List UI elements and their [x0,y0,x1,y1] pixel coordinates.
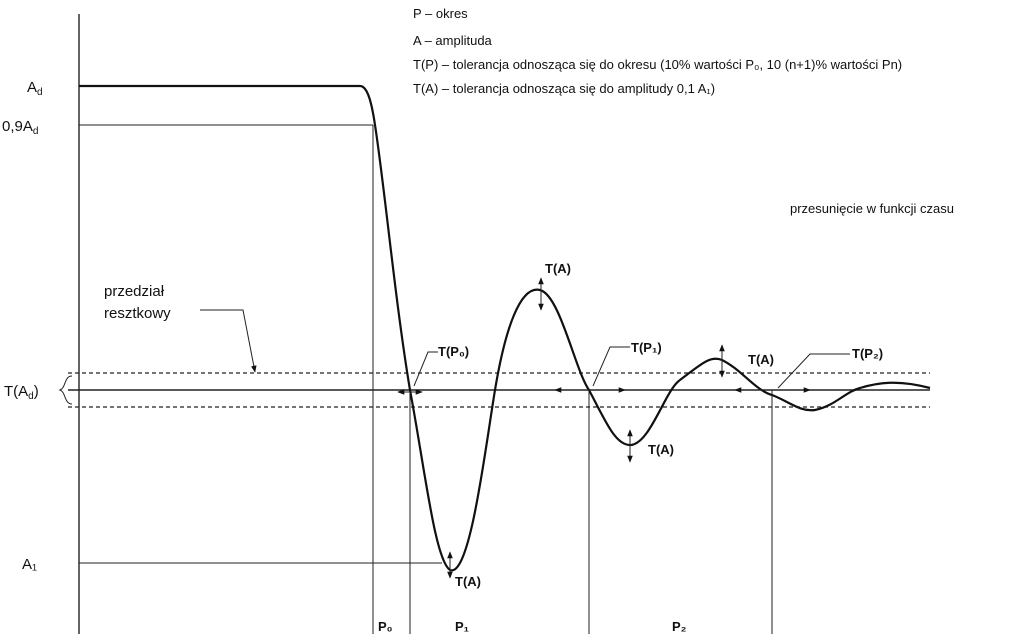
residual-leader-arrow [200,309,257,373]
p0-label: P₀ [378,619,393,634]
ad-label: Ad [27,79,43,98]
legend-amplitude: A – amplituda [413,33,493,48]
time-axis-label: przesunięcie w funkcji czasu [790,201,954,216]
ta-label-peak1: T(A) [545,261,571,276]
ad09-label: 0,9Ad [2,118,38,137]
a1-label: A₁ [22,556,37,573]
tp0-leader [413,351,438,387]
ta-label-trough: T(A) [648,442,674,457]
legend: P – okres A – amplituda T(P) – tolerancj… [413,6,902,96]
legend-amplitude-tolerance: T(A) – tolerancja odnosząca się do ampli… [413,81,715,96]
response-curve [79,84,931,572]
tp1-leader [592,346,630,387]
legend-period-tolerance: T(P) – tolerancja odnosząca się do okres… [413,57,902,72]
residual-label-line1: przedział [104,283,165,300]
p1-label: P₁ [455,619,469,634]
tad-brace [58,375,73,405]
ta-label-a1: T(A) [455,574,481,589]
ta-label-peak2: T(A) [748,352,774,367]
p2-label: P₂ [672,619,687,634]
tad-label: T(Ad) [4,383,39,402]
tp0-label: T(P₀) [438,344,469,359]
tp2-label: T(P₂) [852,346,883,361]
residual-label-line2: resztkowy [104,305,171,322]
tp2-leader [777,353,850,389]
legend-period: P – okres [413,6,468,21]
tp1-label: T(P₁) [631,340,662,355]
